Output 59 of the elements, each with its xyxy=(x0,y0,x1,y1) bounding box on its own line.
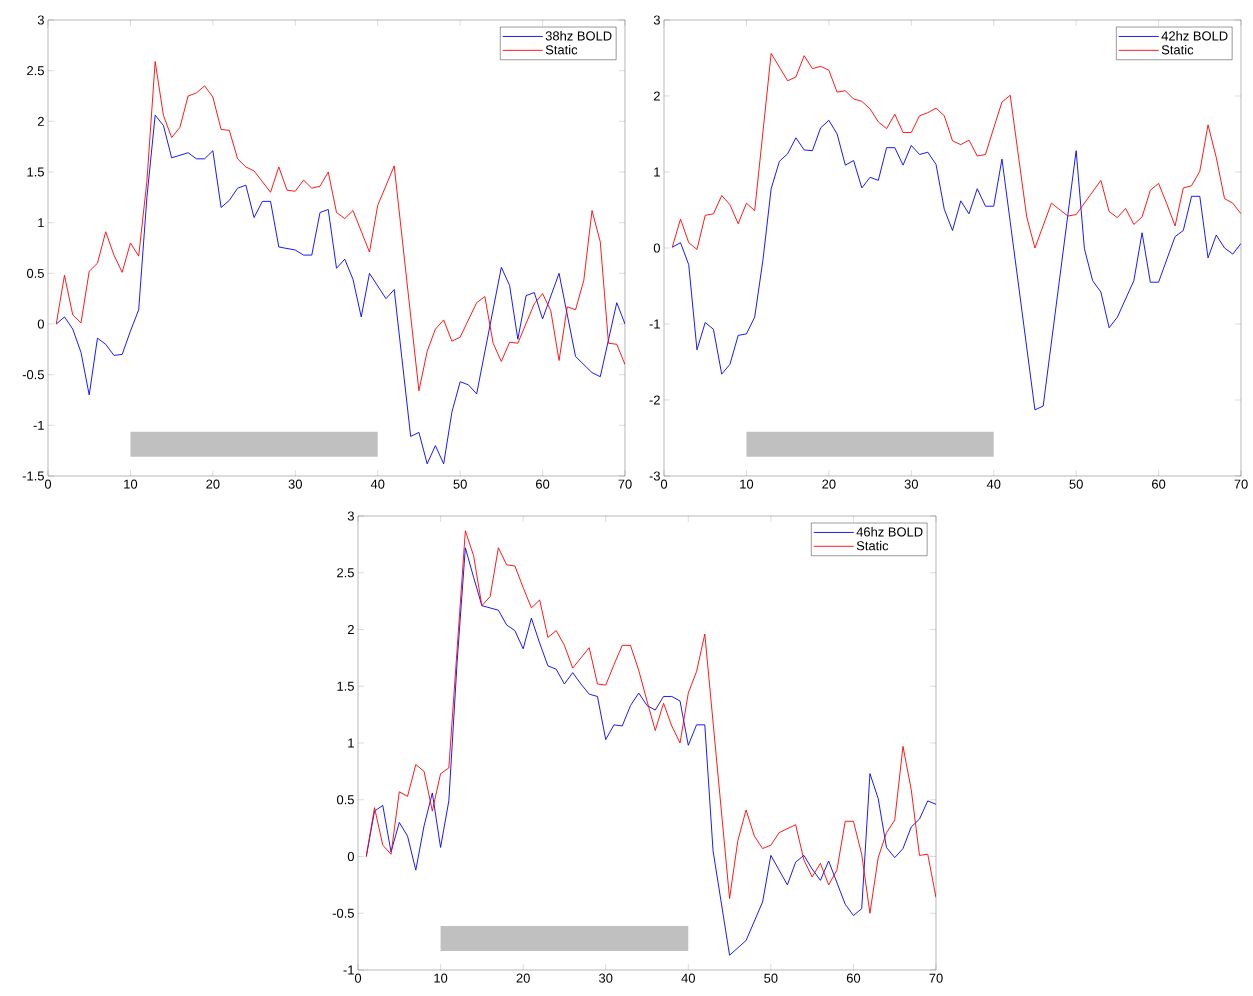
x-tick-label: 20 xyxy=(206,479,220,489)
y-tick-label: -0.5 xyxy=(332,908,354,918)
y-tick-label: 1.5 xyxy=(337,681,354,691)
x-tick-label: 30 xyxy=(904,479,918,489)
y-tick-label: 0.5 xyxy=(26,268,44,278)
legend-label: Static xyxy=(545,44,578,55)
x-tick-label: 40 xyxy=(986,479,1001,489)
y-tick-label: 3 xyxy=(653,15,660,25)
legend-label: 38hz BOLD xyxy=(545,31,612,41)
x-tick-label: 30 xyxy=(599,973,613,983)
x-tick-label: 60 xyxy=(846,973,861,983)
x-tick-label: 10 xyxy=(740,479,754,489)
y-tick-label: 2 xyxy=(37,116,44,126)
line-series xyxy=(55,61,625,392)
y-tick-label: 2 xyxy=(653,91,660,101)
x-tick-label: 20 xyxy=(516,973,530,983)
y-tick-label: 2 xyxy=(347,624,354,635)
x-tick-label: 0 xyxy=(44,479,52,489)
x-tick-label: 50 xyxy=(453,479,467,489)
legend-label: 46hz BOLD xyxy=(856,526,923,537)
y-tick-label: 1 xyxy=(654,167,660,177)
x-tick-label: 70 xyxy=(1234,479,1248,489)
x-tick-label: 70 xyxy=(618,479,632,489)
y-tick-label: 1 xyxy=(38,218,44,228)
y-tick-label: 1 xyxy=(348,738,354,748)
legend-label: 42hz BOLD xyxy=(1161,31,1228,41)
y-tick-label: 3 xyxy=(37,15,44,25)
x-tick-label: 50 xyxy=(1069,479,1083,489)
line-series xyxy=(55,114,625,465)
x-tick-label: 20 xyxy=(822,479,836,489)
y-tick-label: 2.5 xyxy=(27,66,44,76)
y-tick-label: -2 xyxy=(649,395,660,405)
y-tick-label: -0.5 xyxy=(22,370,44,380)
y-tick-label: 0 xyxy=(37,319,44,329)
x-tick-label: 60 xyxy=(1152,479,1166,489)
x-tick-label: 40 xyxy=(681,973,695,983)
y-tick-label: 0.5 xyxy=(336,795,354,805)
x-tick-label: 70 xyxy=(929,973,943,983)
x-tick-label: 10 xyxy=(434,973,448,983)
y-tick-label: 3 xyxy=(347,511,354,521)
y-tick-label: 0 xyxy=(653,243,660,253)
y-tick-label: -1 xyxy=(649,319,660,329)
y-tick-label: -1 xyxy=(343,965,354,975)
x-tick-label: 50 xyxy=(764,973,778,983)
x-tick-label: 40 xyxy=(370,479,385,489)
y-tick-label: -1.5 xyxy=(22,471,44,481)
x-tick-label: 10 xyxy=(124,479,138,489)
legend-label: Static xyxy=(856,540,889,551)
x-tick-label: 60 xyxy=(536,479,550,489)
y-tick-label: 2.5 xyxy=(337,568,354,578)
x-tick-label: 30 xyxy=(288,479,302,489)
legend-label: Static xyxy=(1161,44,1194,55)
line-series xyxy=(671,119,1241,411)
y-tick-label: -1 xyxy=(33,420,44,430)
y-tick-label: 0 xyxy=(347,851,354,862)
y-tick-label: 1.5 xyxy=(27,167,44,177)
x-tick-label: 0 xyxy=(660,479,668,489)
x-tick-label: 0 xyxy=(354,973,362,983)
y-tick-label: -3 xyxy=(649,471,660,481)
